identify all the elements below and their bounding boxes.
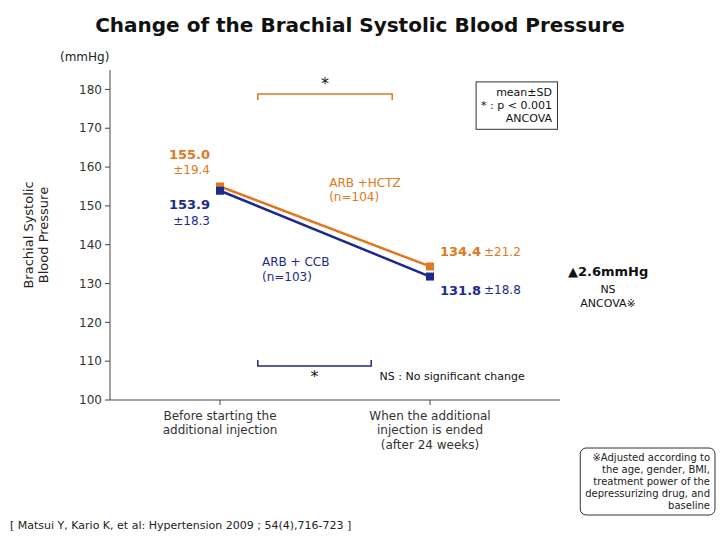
y-tick bbox=[105, 89, 110, 90]
data-label: 155.0 bbox=[169, 147, 210, 162]
y-tick-label: 110 bbox=[79, 354, 102, 368]
y-axis: 100 110 120 130 140 150 160 170 180 bbox=[79, 70, 110, 407]
point bbox=[216, 187, 224, 195]
y-tick-label: 150 bbox=[79, 199, 102, 213]
sd-label: ±21.2 bbox=[484, 245, 521, 259]
x-tick-label: When the additionalinjection is ended(af… bbox=[369, 409, 490, 452]
y-tick-label: 140 bbox=[79, 238, 102, 252]
x-axis: Before starting theadditional injection W… bbox=[110, 400, 560, 452]
difference-label: ▲2.6mmHg bbox=[568, 264, 648, 279]
y-tick bbox=[105, 283, 110, 284]
y-tick bbox=[105, 167, 110, 168]
stat-note-box bbox=[476, 82, 557, 129]
series-label: ARB + CCB(n=103) bbox=[262, 255, 329, 283]
point bbox=[426, 262, 434, 270]
footnote2-text: ※Adjusted according tothe age, gender, B… bbox=[585, 452, 710, 511]
y-axis-label: Brachial SystolicBlood Pressure bbox=[21, 181, 52, 288]
point bbox=[426, 273, 434, 281]
marks bbox=[216, 182, 434, 280]
difference-note: NSANCOVA※ bbox=[580, 283, 635, 309]
chart: Change of the Brachial Systolic Blood Pr… bbox=[0, 0, 720, 540]
stat-note-text: mean±SD* : p < 0.001ANCOVA bbox=[481, 86, 552, 125]
data-label: 134.4 bbox=[440, 244, 481, 259]
y-tick-label: 120 bbox=[79, 316, 102, 330]
series-label: ARB +HCTZ(n=104) bbox=[329, 176, 401, 204]
sd-label: ±18.8 bbox=[484, 283, 521, 297]
y-tick-label: 170 bbox=[79, 121, 102, 135]
stat-note: mean±SD* : p < 0.001ANCOVA bbox=[476, 82, 557, 129]
data-label: 153.9 bbox=[169, 197, 210, 212]
series-line bbox=[220, 186, 430, 266]
significance-mark: * bbox=[311, 367, 319, 386]
x-tick bbox=[430, 400, 431, 405]
data-labels: 155.0±19.4 134.4±21.2 153.9 ±18.3 131.8±18.8 bbox=[169, 147, 521, 298]
y-tick bbox=[105, 244, 110, 245]
y-axis-line bbox=[110, 70, 111, 400]
y-tick bbox=[105, 322, 110, 323]
x-tick-label: Before starting theadditional injection bbox=[163, 409, 278, 437]
x-axis-line bbox=[110, 400, 560, 401]
y-tick bbox=[105, 205, 110, 206]
y-tick-label: 130 bbox=[79, 277, 102, 291]
y-tick-label: 100 bbox=[79, 393, 102, 407]
sd-label: ±19.4 bbox=[173, 163, 210, 177]
footnote2-box bbox=[580, 448, 715, 515]
y-tick bbox=[105, 400, 110, 401]
y-tick-label: 160 bbox=[79, 160, 102, 174]
sd-label: ±18.3 bbox=[173, 214, 210, 228]
footnote: [ Matsui Y, Kario K, et al: Hypertension… bbox=[10, 519, 351, 532]
unit-label: (mmHg) bbox=[60, 50, 109, 64]
data-label: 131.8 bbox=[440, 283, 481, 298]
footnote2: ※Adjusted according tothe age, gender, B… bbox=[580, 448, 715, 515]
y-tick bbox=[105, 361, 110, 362]
bracket bbox=[258, 94, 392, 100]
bracket bbox=[258, 360, 371, 366]
y-tick-label: 180 bbox=[79, 83, 102, 97]
ns-label: NS : No significant change bbox=[380, 370, 525, 383]
significance-mark: * bbox=[321, 74, 329, 93]
y-tick bbox=[105, 128, 110, 129]
title: Change of the Brachial Systolic Blood Pr… bbox=[95, 13, 625, 37]
series-line bbox=[220, 191, 430, 277]
x-tick bbox=[220, 400, 221, 405]
